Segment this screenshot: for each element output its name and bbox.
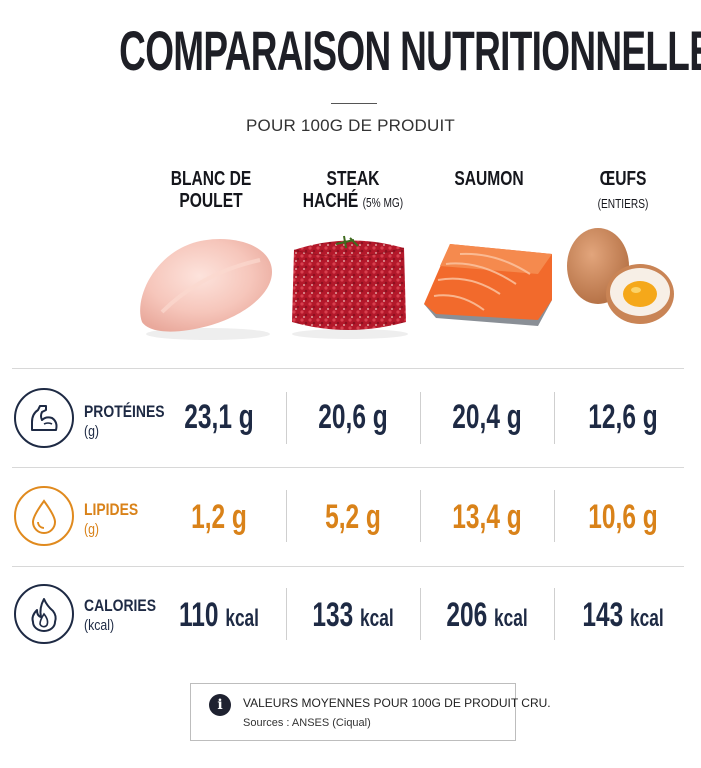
row-label-calories: CALORIES (kcal): [84, 596, 156, 636]
column-name-line2: POULET: [179, 190, 243, 212]
source-note: i VALEURS MOYENNES POUR 100G DE PRODUIT …: [190, 683, 551, 741]
value-proteins-chicken: 23,1 g: [184, 398, 254, 436]
droplet-icon: [31, 499, 57, 534]
value-number: 206: [446, 596, 488, 634]
page-title: COMPARAISON NUTRITIONNELLE: [119, 19, 701, 82]
column-header-eggs: ŒUFS (ENTIERS): [572, 168, 673, 215]
value-calories-chicken: 110 kcal: [172, 596, 266, 635]
flexed-arm-icon: [31, 405, 58, 431]
column-note: (5% MG): [362, 195, 404, 210]
column-divider: [554, 588, 555, 640]
value-lipids-eggs: 10,6 g: [588, 498, 658, 536]
column-divider: [286, 588, 287, 640]
row-label-text: CALORIES: [84, 596, 157, 615]
value-number: 133: [312, 596, 354, 634]
value-unit: kcal: [494, 605, 528, 632]
column-divider: [420, 392, 421, 444]
value-calories-eggs: 143 kcal: [576, 596, 670, 635]
value-proteins-salmon: 20,4 g: [452, 398, 522, 436]
value-proteins-eggs: 12,6 g: [588, 398, 658, 436]
column-divider: [420, 588, 421, 640]
value-number: 143: [582, 596, 624, 634]
column-header-salmon: SAUMON: [438, 168, 539, 190]
flame-icon: [31, 598, 57, 632]
column-divider: [286, 392, 287, 444]
row-label-text: LIPIDES: [84, 500, 139, 519]
row-label-unit: (g): [84, 423, 100, 440]
column-note: (ENTIERS): [597, 196, 649, 211]
info-icon: i: [209, 694, 231, 716]
column-header-steak: STEAK HACHÉ (5% MG): [302, 168, 403, 214]
value-unit: kcal: [225, 605, 259, 632]
column-divider: [554, 490, 555, 542]
page-subtitle: POUR 100G DE PRODUIT: [246, 116, 455, 135]
value-number: 110: [179, 596, 219, 634]
column-name-line1: SAUMON: [454, 168, 524, 190]
column-name-line1: BLANC DE: [170, 168, 252, 190]
note-text: VALEURS MOYENNES POUR 100G DE PRODUIT CR…: [243, 696, 551, 710]
row-divider: [12, 566, 684, 567]
calories-icon-badge: [14, 584, 74, 644]
row-label-proteins: PROTÉINES (g): [84, 402, 165, 442]
value-calories-steak: 133 kcal: [306, 596, 400, 635]
protein-icon-badge: [14, 388, 74, 448]
value-lipids-salmon: 13,4 g: [452, 498, 522, 536]
chicken-breast-image: [140, 239, 272, 340]
eggs-image: [567, 228, 674, 324]
column-header-chicken: BLANC DE POULET: [160, 168, 261, 212]
row-label-text: PROTÉINES: [84, 402, 165, 421]
column-divider: [286, 490, 287, 542]
row-label-lipids: LIPIDES (g): [84, 500, 138, 540]
title-divider: [331, 103, 377, 104]
source-text: Sources : ANSES (Ciqual): [243, 717, 371, 729]
column-divider: [554, 392, 555, 444]
value-proteins-steak: 20,6 g: [318, 398, 388, 436]
column-name-line1: ŒUFS: [599, 168, 647, 190]
column-name-line1: STEAK: [326, 168, 380, 190]
row-label-unit: (kcal): [84, 617, 115, 634]
value-unit: kcal: [630, 605, 664, 632]
column-divider: [420, 490, 421, 542]
value-lipids-chicken: 1,2 g: [191, 498, 247, 536]
value-unit: kcal: [360, 605, 394, 632]
row-divider: [12, 467, 684, 468]
salmon-fillet-image: [424, 244, 552, 326]
ground-steak-image: [292, 235, 408, 339]
row-divider: [12, 368, 684, 369]
row-label-unit: (g): [84, 521, 100, 538]
value-lipids-steak: 5,2 g: [325, 498, 381, 536]
value-calories-salmon: 206 kcal: [440, 596, 534, 635]
column-name-line2: HACHÉ: [302, 190, 359, 212]
fat-icon-badge: [14, 486, 74, 546]
